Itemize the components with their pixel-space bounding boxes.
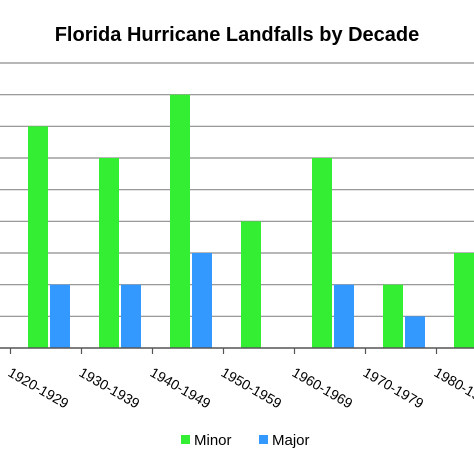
bar-major-1970-1979 [405, 316, 425, 348]
x-tick-label: 1930-1939 [77, 364, 143, 411]
legend-swatch-minor [181, 435, 190, 444]
x-tick-label: 1920-1929 [6, 364, 72, 411]
bar-major-1960-1969 [334, 284, 354, 348]
bar-minor-1930-1939 [99, 158, 119, 348]
bars [28, 94, 474, 349]
bar-major-1930-1939 [121, 284, 141, 348]
gridlines [0, 62, 474, 317]
bar-minor-1970-1979 [383, 284, 403, 348]
legend-swatch-major [259, 435, 268, 444]
x-tick-label: 1980-1989 [432, 364, 474, 411]
x-tick-labels: 1920-1929 1930-1939 1940-1949 1950-1959 1960… [6, 364, 474, 411]
x-tick-label: 1970-1979 [361, 364, 427, 411]
legend: Minor Major [181, 432, 310, 449]
bar-minor-1960-1969 [312, 158, 332, 348]
bar-minor-1950-1959 [241, 221, 261, 348]
legend-label-minor: Minor [194, 432, 232, 449]
x-axis [0, 347, 474, 354]
bar-minor-1980-1989 [454, 253, 474, 348]
bar-major-1920-1929 [50, 284, 70, 348]
x-tick-label: 1950-1959 [219, 364, 285, 411]
legend-label-major: Major [272, 432, 310, 449]
chart-title: Florida Hurricane Landfalls by Decade [55, 24, 420, 46]
x-tick-label: 1960-1969 [290, 364, 356, 411]
bar-minor-1920-1929 [28, 126, 48, 348]
bar-major-1940-1949 [192, 253, 212, 348]
bar-minor-1940-1949 [170, 94, 190, 349]
x-tick-label: 1940-1949 [148, 364, 214, 411]
